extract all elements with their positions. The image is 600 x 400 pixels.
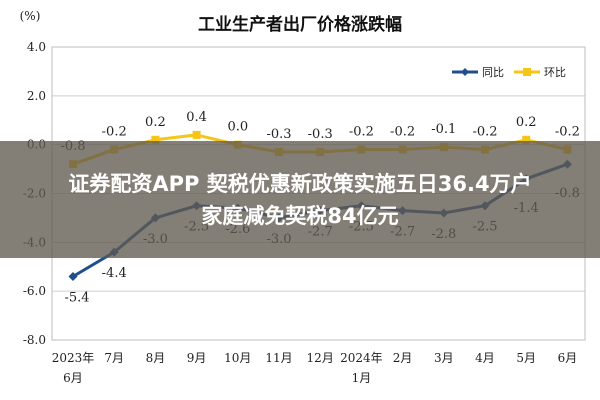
- x-tick-label: 7月: [104, 351, 124, 365]
- data-label-mom: -0.2: [349, 125, 374, 140]
- y-tick-label: 2.0: [27, 89, 46, 103]
- data-label-mom: -0.1: [431, 122, 456, 137]
- data-label-mom: -0.3: [266, 127, 291, 142]
- x-tick-label: 2024年 1月: [340, 351, 383, 385]
- data-label-mom: -0.2: [390, 125, 415, 140]
- data-label-mom: 0.2: [516, 115, 537, 130]
- data-label-mom: 0.4: [186, 110, 207, 125]
- x-tick-label: 12月: [307, 351, 334, 365]
- y-tick-label: -8.0: [23, 333, 46, 347]
- legend: 同比 环比: [452, 66, 566, 79]
- headline-line-2: 家庭减免契税84亿元: [201, 203, 399, 228]
- x-tick-label: 3月: [434, 351, 454, 365]
- x-tick-label: 2月: [393, 351, 413, 365]
- data-label-yoy: -4.4: [102, 266, 127, 281]
- x-tick-label: 11月: [265, 351, 292, 365]
- legend-marker: [461, 68, 469, 76]
- data-label-mom: -0.2: [102, 125, 127, 140]
- chart-title: 工业生产者出厂价格涨跌幅: [198, 14, 402, 35]
- data-point: [522, 135, 531, 144]
- x-tick-label: 4月: [475, 351, 495, 365]
- y-tick-label: -6.0: [23, 284, 46, 298]
- headline-banner[interactable]: 证券配资APP 契税优惠新政策实施五日36.4万户 家庭减免契税84亿元: [0, 141, 600, 258]
- data-point: [68, 272, 78, 282]
- x-tick-label: 6月: [558, 351, 578, 365]
- x-tick-label: 10月: [224, 351, 251, 365]
- legend-label: 同比: [482, 66, 504, 79]
- x-tick-label: 8月: [146, 351, 166, 365]
- legend-label: 环比: [544, 66, 566, 79]
- data-point: [151, 135, 160, 144]
- x-tick-label: 5月: [516, 351, 536, 365]
- data-label-mom: -0.2: [555, 125, 580, 140]
- x-tick-label: 2023年 6月: [52, 351, 95, 385]
- data-label-mom: 0.2: [145, 115, 166, 130]
- data-label-mom: -0.3: [308, 127, 333, 142]
- data-label-mom: -0.2: [472, 125, 497, 140]
- legend-marker: [523, 68, 531, 76]
- y-tick-label: 4.0: [27, 40, 46, 54]
- data-label-mom: 0.0: [227, 120, 248, 135]
- x-tick-label: 9月: [187, 351, 207, 365]
- headline-line-1: 证券配资APP 契税优惠新政策实施五日36.4万户: [68, 171, 532, 196]
- data-point: [192, 130, 201, 139]
- y-axis-unit: (%): [20, 9, 41, 23]
- data-label-yoy: -5.4: [64, 291, 89, 306]
